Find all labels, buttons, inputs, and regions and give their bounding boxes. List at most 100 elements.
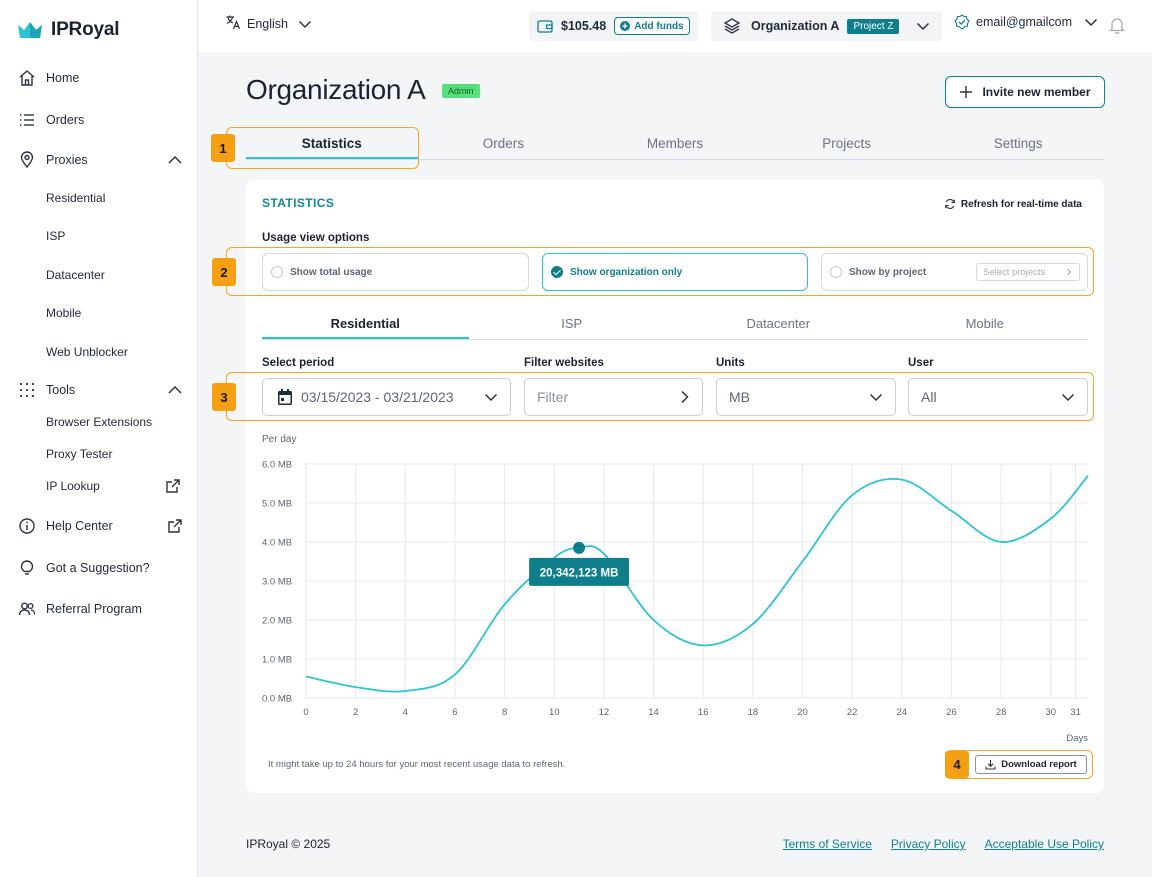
x-tick-label: 31	[1070, 707, 1081, 718]
x-tick-label: 22	[847, 707, 858, 718]
user-select[interactable]: All	[908, 378, 1088, 416]
refresh-button[interactable]: Refresh for real-time data	[944, 198, 1082, 210]
series-line	[305, 475, 1089, 693]
chevron-down-icon	[484, 390, 498, 404]
info-icon	[18, 517, 36, 535]
sidebar-item-datacenter[interactable]: Datacenter	[46, 268, 105, 282]
units-select[interactable]: MB	[716, 378, 896, 416]
sidebar-item-suggestion[interactable]: Got a Suggestion?	[18, 555, 183, 581]
tab-members[interactable]: Members	[646, 136, 704, 151]
tab-projects[interactable]: Projects	[822, 136, 871, 151]
language-selector[interactable]: English	[225, 14, 312, 33]
websites-filter-input[interactable]: Filter	[524, 378, 703, 416]
download-report-button[interactable]: Download report	[975, 755, 1087, 774]
y-tick-label: 6.0 MB	[262, 460, 292, 471]
external-link-icon	[165, 478, 181, 494]
layers-icon	[723, 17, 741, 35]
tab-mobile[interactable]: Mobile	[965, 316, 1004, 331]
tab-datacenter[interactable]: Datacenter	[746, 316, 811, 331]
crown-logo-icon	[18, 22, 42, 38]
add-funds-label: Add funds	[634, 20, 684, 32]
y-tick-label: 3.0 MB	[262, 577, 292, 588]
add-funds-button[interactable]: Add funds	[614, 17, 690, 35]
user-label: User	[908, 357, 934, 369]
chevron-right-icon	[1065, 268, 1073, 276]
annotation-marker-4: 4	[945, 751, 969, 778]
bell-icon[interactable]	[1108, 16, 1126, 39]
sidebar-item-isp[interactable]: ISP	[46, 229, 66, 243]
period-value: 03/15/2023 - 03/21/2023	[301, 389, 454, 405]
terms-link[interactable]: Terms of Service	[782, 837, 872, 851]
x-tick-label: 2	[353, 707, 358, 718]
tab-statistics[interactable]: Statistics	[246, 130, 418, 159]
download-icon	[985, 759, 996, 770]
y-tick-label: 1.0 MB	[262, 655, 292, 666]
acceptable-use-link[interactable]: Acceptable Use Policy	[984, 837, 1104, 851]
download-label: Download report	[1001, 759, 1077, 770]
sidebar-item-orders[interactable]: Orders	[18, 107, 183, 133]
privacy-link[interactable]: Privacy Policy	[890, 837, 966, 851]
plus-circle-icon	[620, 21, 631, 31]
tab-isp[interactable]: ISP	[561, 316, 583, 331]
external-link-icon	[167, 518, 183, 534]
list-icon	[18, 111, 36, 129]
option-total-usage[interactable]: Show total usage	[262, 253, 529, 291]
sidebar-item-help-center[interactable]: Help Center	[18, 513, 183, 539]
annotation-marker-1: 1	[211, 134, 235, 162]
y-tick-label: 0.0 MB	[262, 694, 292, 705]
option-organization-only[interactable]: Show organization only	[542, 253, 808, 291]
y-tick-label: 5.0 MB	[262, 499, 292, 510]
footer-links: Terms of Service Privacy Policy Acceptab…	[783, 837, 1104, 851]
tab-settings[interactable]: Settings	[993, 136, 1043, 151]
tab-residential[interactable]: Residential	[262, 312, 469, 339]
x-tick-label: 28	[996, 707, 1007, 718]
sidebar-item-label: Orders	[46, 113, 85, 127]
sidebar-item-label: Tools	[46, 383, 76, 397]
plus-icon	[959, 85, 973, 99]
chevron-down-icon	[869, 390, 883, 404]
y-tick-label: 2.0 MB	[262, 616, 292, 627]
x-tick-label: 12	[599, 707, 610, 718]
period-picker[interactable]: 03/15/2023 - 03/21/2023	[262, 378, 511, 416]
calendar-icon	[277, 388, 293, 406]
x-tick-label: 18	[748, 707, 759, 718]
product-tabs: Residential ISP Datacenter Mobile	[262, 312, 1088, 340]
sidebar-item-label: IP Lookup	[46, 479, 100, 493]
invite-member-button[interactable]: Invite new member	[945, 76, 1105, 108]
x-tick-label: 6	[452, 707, 457, 718]
chevron-down-icon	[916, 19, 930, 33]
annotation-marker-2: 2	[212, 258, 236, 286]
refresh-icon	[944, 198, 956, 210]
main-tabs: Statistics Orders Members Projects Setti…	[246, 130, 1104, 160]
x-tick-label: 30	[1045, 707, 1056, 718]
y-axis-label: Per day	[262, 434, 296, 445]
account-menu[interactable]: email@gmailcom	[954, 14, 1098, 30]
select-projects-dropdown[interactable]: Select projects	[976, 263, 1080, 281]
balance-amount: $105.48	[561, 19, 607, 33]
sidebar-item-mobile[interactable]: Mobile	[46, 306, 82, 320]
sidebar-item-home[interactable]: Home	[18, 65, 183, 91]
chevron-up-icon	[167, 152, 183, 168]
logo[interactable]: IPRoyal	[17, 19, 119, 41]
sidebar-item-ip-lookup[interactable]: IP Lookup	[46, 475, 181, 497]
usage-options-label: Usage view options	[262, 232, 370, 244]
sidebar-item-residential[interactable]: Residential	[46, 191, 106, 205]
sidebar-item-label: Proxies	[46, 153, 88, 167]
tab-orders[interactable]: Orders	[482, 136, 525, 151]
project-badge: Project Z	[847, 18, 900, 34]
sidebar-item-label: Home	[46, 71, 80, 85]
sidebar-item-tools[interactable]: Tools	[18, 377, 183, 403]
statistics-title: STATISTICS	[262, 196, 335, 210]
sidebar-item-referral[interactable]: Referral Program	[18, 596, 183, 622]
sidebar-item-browser-extensions[interactable]: Browser Extensions	[46, 415, 153, 429]
organization-switcher[interactable]: Organization A Project Z	[711, 11, 942, 41]
usage-line-chart: Per day 0.0 MB 1.0 MB 2.0 MB 3.0 MB 4.0 MB 5.0…	[262, 434, 1089, 744]
sidebar-item-web-unblocker[interactable]: Web Unblocker	[46, 345, 128, 359]
option-label: Show total usage	[290, 266, 373, 278]
sidebar-item-proxy-tester[interactable]: Proxy Tester	[46, 447, 113, 461]
chevron-right-icon	[678, 390, 690, 404]
option-by-project[interactable]: Show by project Select projects	[821, 253, 1088, 291]
top-bar: English $105.48 Add funds Organization A…	[199, 0, 1152, 52]
websites-filter-placeholder: Filter	[537, 389, 569, 405]
sidebar-item-proxies[interactable]: Proxies	[18, 147, 183, 173]
